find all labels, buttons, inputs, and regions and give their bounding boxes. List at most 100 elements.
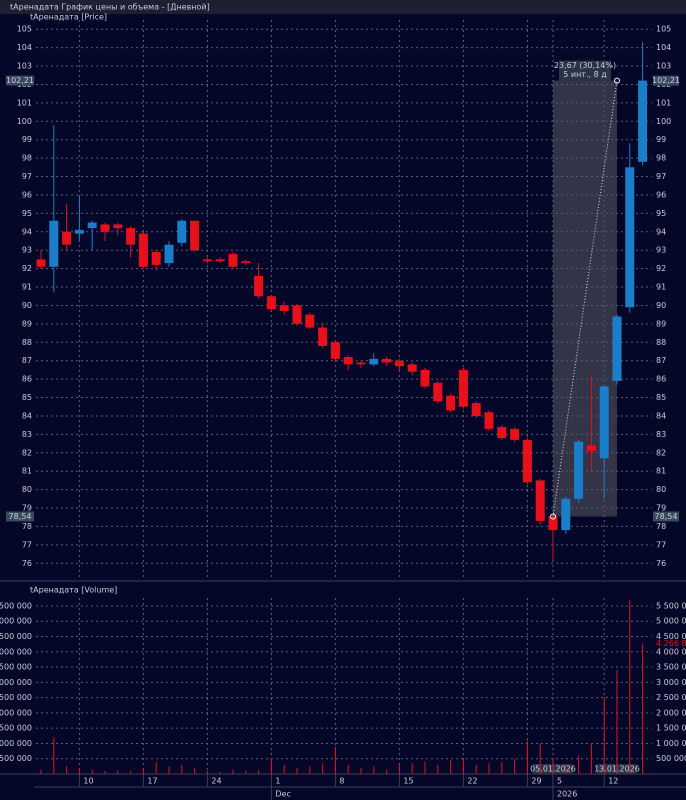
y-tick-label: 92 [22,264,32,273]
price-marker-box [653,75,679,86]
x-tick-label: 22 [467,777,477,786]
y-tick-label: 76 [22,559,32,568]
x-tick-label: 8 [339,777,344,786]
candle-body [254,275,264,297]
y-tick-label: 1 000 000 [0,739,32,748]
x-tick-label: 2026 [557,790,577,799]
price-marker-box [653,511,679,522]
y-tick-label-right: 101 [656,98,671,107]
volume-last-label: 4 266 855 [656,639,686,648]
y-tick-label-right: 85 [656,393,666,402]
candle-body [394,360,404,367]
y-tick-label-right: 81 [656,467,666,476]
candle-body [497,426,507,439]
y-tick-label: 82 [22,448,32,457]
y-tick-label-right: 4 500 000 [656,632,686,641]
y-tick-label-right: 2 500 000 [656,693,686,702]
y-tick-label: 100 [17,117,32,126]
y-tick-label: 101 [17,98,32,107]
y-tick-label: 81 [22,467,32,476]
y-tick-label-right: 80 [656,485,666,494]
candle-body [241,261,251,264]
y-tick-label-right: 77 [656,540,666,549]
y-tick-label: 85 [22,393,32,402]
y-tick-label: 77 [22,540,32,549]
y-tick-label-right: 76 [656,559,666,568]
candle-body [126,228,136,245]
candle-body [305,314,315,328]
y-tick-label-right: 1 000 000 [656,739,686,748]
candle-body [586,445,596,451]
y-tick-label-right: 83 [656,430,666,439]
range-point [614,77,620,84]
candle-body [433,382,443,402]
y-tick-label-right: 87 [656,356,666,365]
y-tick-label-right: 79 [656,504,666,513]
y-tick-label-right: 96 [656,190,666,199]
candle-body [292,305,302,324]
y-tick-label: 79 [22,504,32,513]
candle-body [369,358,379,365]
y-tick-label-right: 92 [656,264,666,273]
range-change: 23,67 (30,14%) [554,61,616,70]
candle-body [625,167,635,308]
candle-body [574,441,584,499]
y-tick-label: 2 000 000 [0,708,32,717]
y-tick-label-right: 5 500 000 [656,601,686,610]
candle-body [343,357,353,365]
candle-body [62,231,72,245]
candle-body [113,224,123,229]
y-tick-label-right: 105 [656,25,671,34]
price-marker: 78,54 [655,512,678,521]
y-tick-label: 1 500 000 [0,724,32,733]
y-tick-label-right: 91 [656,283,666,292]
y-tick-label: 99 [22,135,32,144]
y-tick-label: 94 [22,227,32,236]
y-tick-label-right: 90 [656,301,666,310]
candle-body [74,229,84,234]
y-tick-label: 105 [17,25,32,34]
range-point [550,513,556,520]
y-tick-label: 500 000 [0,754,32,763]
y-tick-label-right: 88 [656,338,666,347]
candle-body [484,412,494,429]
candle-body [49,220,59,267]
y-tick-label: 87 [22,356,32,365]
y-tick-label-right: 4 000 000 [656,647,686,656]
y-tick-label-right: 78 [656,522,666,531]
candle-body [446,395,456,411]
candle-body [599,386,609,459]
window-title: tАренадата График цены и объема - [Дневн… [10,3,210,12]
candle-body [561,498,571,531]
y-tick-label: 5 500 000 [0,601,32,610]
y-tick-label: 83 [22,430,32,439]
candle-body [100,224,110,232]
price-marker: 102,21 [6,76,34,85]
y-tick-label: 86 [22,375,32,384]
candle-body [138,233,148,267]
y-tick-label-right: 89 [656,319,666,328]
candle-body [638,80,648,162]
y-tick-label-right: 2 000 000 [656,708,686,717]
x-tick-label: 17 [147,777,157,786]
y-tick-label-right: 3 000 000 [656,678,686,687]
y-tick-label-right: 99 [656,135,666,144]
candle-body [407,364,417,372]
x-tick-label: 15 [403,777,413,786]
y-tick-label: 96 [22,190,32,199]
y-tick-label: 4 000 000 [0,647,32,656]
y-tick-label-right: 86 [656,375,666,384]
y-tick-label: 3 500 000 [0,663,32,672]
candle-body [151,252,161,265]
y-tick-label: 89 [22,319,32,328]
y-tick-label: 95 [22,209,32,218]
x-tick-label: Dec [275,790,290,799]
candle-body [510,428,520,440]
y-tick-label: 2 500 000 [0,693,32,702]
y-tick-label: 93 [22,246,32,255]
candle-body [279,305,289,311]
y-tick-label-right: 93 [656,246,666,255]
y-tick-label-right: 82 [656,448,666,457]
y-tick-label-right: 104 [656,43,671,52]
y-tick-label-right: 95 [656,209,666,218]
